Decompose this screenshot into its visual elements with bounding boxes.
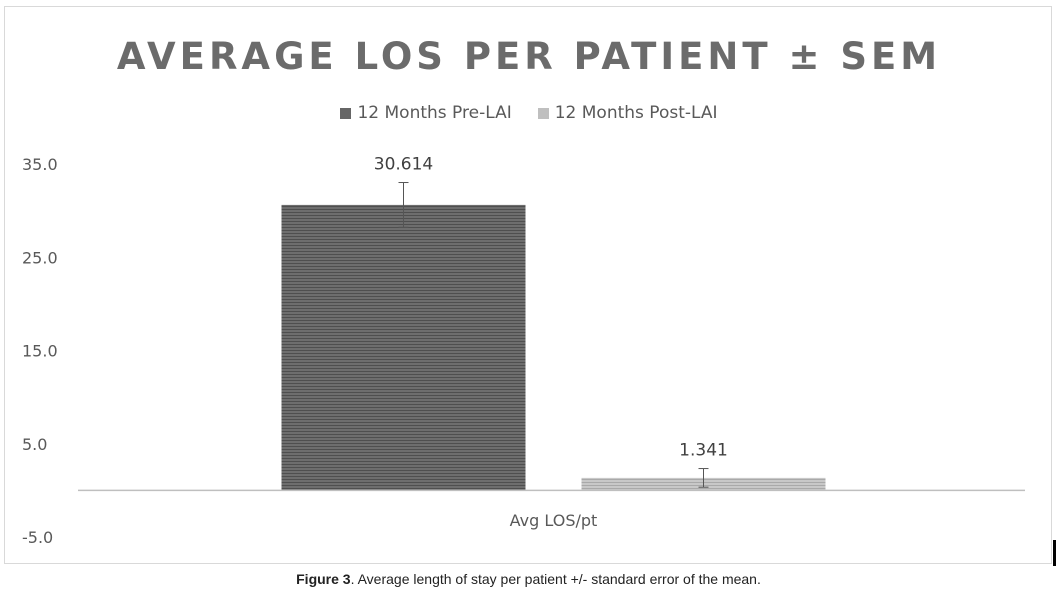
legend-label-pre: 12 Months Pre-LAI bbox=[357, 103, 512, 123]
error-bar-post bbox=[698, 468, 709, 488]
chart-title: AVERAGE LOS PER PATIENT ± SEM bbox=[116, 35, 942, 78]
y-tick-label: 15.0 bbox=[22, 342, 58, 361]
legend-swatch-pre bbox=[340, 107, 352, 119]
chart-frame: AVERAGE LOS PER PATIENT ± SEM 12 Months … bbox=[4, 6, 1052, 564]
bar-pre bbox=[281, 204, 526, 491]
legend-item-pre: 12 Months Pre-LAI bbox=[340, 103, 512, 123]
y-tick-label: 35.0 bbox=[22, 155, 58, 174]
y-tick-label: 5.0 bbox=[22, 435, 47, 454]
legend-swatch-post bbox=[537, 107, 549, 119]
legend-item-post: 12 Months Post-LAI bbox=[537, 103, 718, 123]
error-bar-pre bbox=[398, 182, 409, 228]
data-label-post: 1.341 bbox=[679, 441, 728, 461]
caption-text: . Average length of stay per patient +/-… bbox=[350, 571, 761, 587]
chart-legend: 12 Months Pre-LAI 12 Months Post-LAI bbox=[5, 103, 1053, 123]
y-tick-label: -5.0 bbox=[22, 528, 53, 547]
data-label-pre: 30.614 bbox=[374, 155, 433, 175]
corner-mark bbox=[1053, 540, 1056, 566]
y-tick-label: 25.0 bbox=[22, 248, 58, 267]
legend-label-post: 12 Months Post-LAI bbox=[554, 103, 718, 123]
x-category-label: Avg LOS/pt bbox=[510, 511, 598, 530]
caption-label: Figure 3 bbox=[296, 571, 351, 587]
figure-caption: Figure 3. Average length of stay per pat… bbox=[0, 571, 1057, 587]
